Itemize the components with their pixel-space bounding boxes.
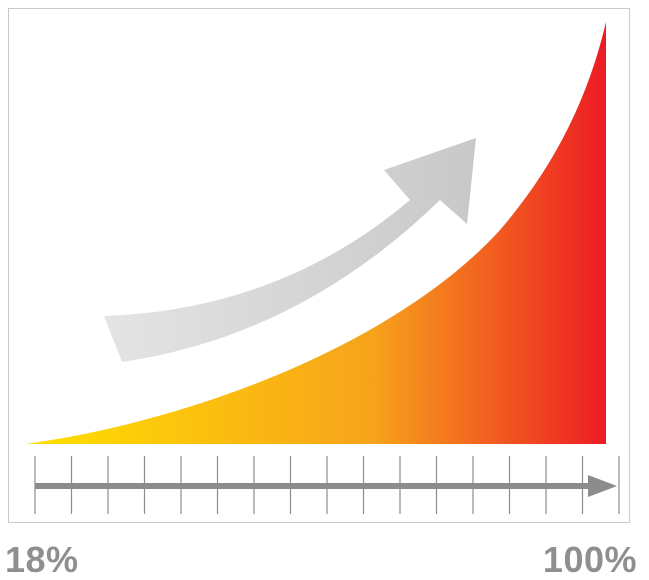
scale-end-label: 100% xyxy=(542,539,637,580)
scale-axis xyxy=(34,456,620,514)
growth-area xyxy=(25,22,606,444)
curved-up-arrow-icon xyxy=(104,138,476,362)
right-arrow-icon xyxy=(588,475,617,497)
scale-start-label: 18% xyxy=(5,539,79,580)
